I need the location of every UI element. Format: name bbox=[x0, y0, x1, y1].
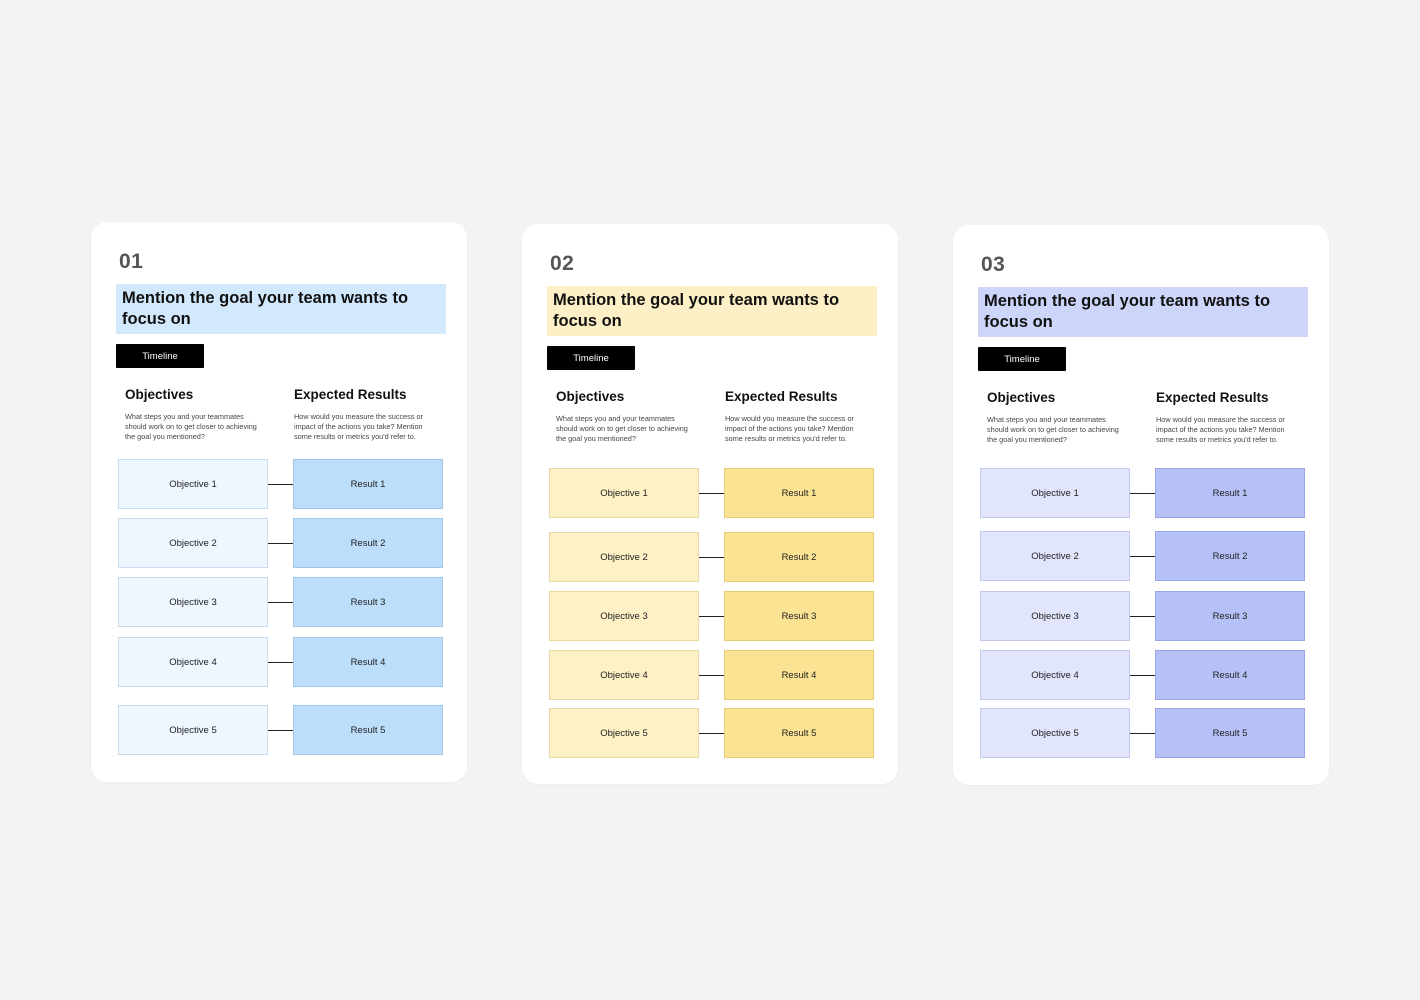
connector-line bbox=[1130, 733, 1155, 734]
card-number: 02 bbox=[550, 252, 575, 275]
goal-text-box[interactable]: Mention the goal your team wants to focu… bbox=[547, 286, 877, 336]
connector-line bbox=[268, 662, 293, 663]
expected-results-description: How would you measure the success or imp… bbox=[725, 414, 854, 444]
connector-line bbox=[699, 675, 724, 676]
plan-card-02: 02 Mention the goal your team wants to fo… bbox=[522, 224, 898, 784]
result-box[interactable]: Result 3 bbox=[724, 591, 874, 641]
connector-line bbox=[268, 543, 293, 544]
expected-results-heading: Expected Results bbox=[725, 389, 838, 404]
result-box[interactable]: Result 5 bbox=[1155, 708, 1305, 758]
objective-box[interactable]: Objective 4 bbox=[549, 650, 699, 700]
card-number: 03 bbox=[981, 253, 1006, 276]
expected-results-heading: Expected Results bbox=[294, 387, 407, 402]
objective-box[interactable]: Objective 3 bbox=[549, 591, 699, 641]
result-box[interactable]: Result 5 bbox=[293, 705, 443, 755]
connector-line bbox=[699, 733, 724, 734]
objective-box[interactable]: Objective 3 bbox=[980, 591, 1130, 641]
result-box[interactable]: Result 2 bbox=[1155, 531, 1305, 581]
objective-box[interactable]: Objective 5 bbox=[980, 708, 1130, 758]
objective-box[interactable]: Objective 2 bbox=[549, 532, 699, 582]
timeline-button[interactable]: Timeline bbox=[978, 347, 1066, 371]
result-box[interactable]: Result 4 bbox=[293, 637, 443, 687]
result-box[interactable]: Result 4 bbox=[724, 650, 874, 700]
result-box[interactable]: Result 1 bbox=[293, 459, 443, 509]
objectives-heading: Objectives bbox=[987, 390, 1056, 405]
objective-box[interactable]: Objective 5 bbox=[118, 705, 268, 755]
connector-line bbox=[699, 557, 724, 558]
goal-text-box[interactable]: Mention the goal your team wants to focu… bbox=[978, 287, 1308, 337]
connector-line bbox=[1130, 675, 1155, 676]
connector-line bbox=[268, 602, 293, 603]
objective-box[interactable]: Objective 1 bbox=[549, 468, 699, 518]
plan-card-03: 03 Mention the goal your team wants to fo… bbox=[953, 225, 1329, 785]
result-box[interactable]: Result 2 bbox=[293, 518, 443, 568]
objective-box[interactable]: Objective 3 bbox=[118, 577, 268, 627]
connector-line bbox=[268, 484, 293, 485]
objective-box[interactable]: Objective 5 bbox=[549, 708, 699, 758]
plan-card-01: 01 Mention the goal your team wants to fo… bbox=[91, 222, 467, 782]
objectives-description: What steps you and your teammates should… bbox=[987, 415, 1119, 445]
card-number: 01 bbox=[119, 250, 144, 273]
objectives-description: What steps you and your teammates should… bbox=[556, 414, 688, 444]
connector-line bbox=[699, 616, 724, 617]
connector-line bbox=[268, 730, 293, 731]
objective-box[interactable]: Objective 4 bbox=[980, 650, 1130, 700]
result-box[interactable]: Result 1 bbox=[724, 468, 874, 518]
result-box[interactable]: Result 4 bbox=[1155, 650, 1305, 700]
goal-text-box[interactable]: Mention the goal your team wants to focu… bbox=[116, 284, 446, 334]
result-box[interactable]: Result 5 bbox=[724, 708, 874, 758]
expected-results-heading: Expected Results bbox=[1156, 390, 1269, 405]
objective-box[interactable]: Objective 2 bbox=[118, 518, 268, 568]
expected-results-description: How would you measure the success or imp… bbox=[1156, 415, 1285, 445]
objectives-heading: Objectives bbox=[556, 389, 625, 404]
result-box[interactable]: Result 3 bbox=[293, 577, 443, 627]
result-box[interactable]: Result 1 bbox=[1155, 468, 1305, 518]
objective-box[interactable]: Objective 4 bbox=[118, 637, 268, 687]
objectives-heading: Objectives bbox=[125, 387, 194, 402]
result-box[interactable]: Result 2 bbox=[724, 532, 874, 582]
expected-results-description: How would you measure the success or imp… bbox=[294, 412, 423, 442]
result-box[interactable]: Result 3 bbox=[1155, 591, 1305, 641]
connector-line bbox=[1130, 616, 1155, 617]
timeline-button[interactable]: Timeline bbox=[116, 344, 204, 368]
objectives-description: What steps you and your teammates should… bbox=[125, 412, 257, 442]
connector-line bbox=[699, 493, 724, 494]
timeline-button[interactable]: Timeline bbox=[547, 346, 635, 370]
objective-box[interactable]: Objective 1 bbox=[980, 468, 1130, 518]
connector-line bbox=[1130, 556, 1155, 557]
objective-box[interactable]: Objective 2 bbox=[980, 531, 1130, 581]
objective-box[interactable]: Objective 1 bbox=[118, 459, 268, 509]
connector-line bbox=[1130, 493, 1155, 494]
